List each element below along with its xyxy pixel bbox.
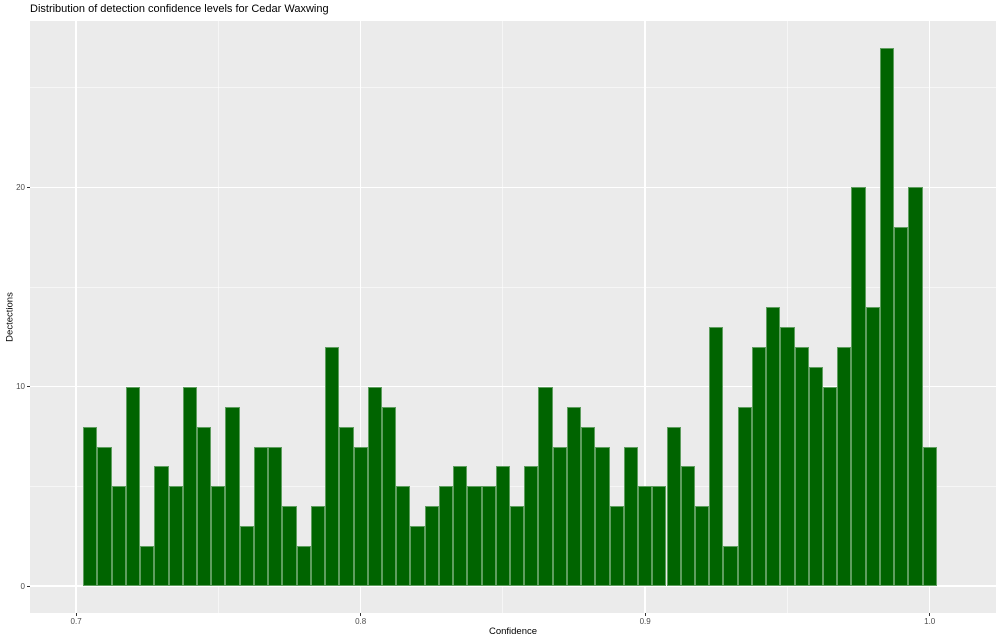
- histogram-bar: [780, 326, 795, 587]
- y-tick-mark: [27, 186, 30, 188]
- gridline-x-minor: [786, 21, 788, 613]
- x-tick-mark: [75, 613, 77, 616]
- x-tick-label: 0.7: [70, 617, 82, 626]
- gridline-x-minor: [502, 21, 504, 613]
- histogram-bar: [538, 386, 553, 587]
- histogram-bar: [97, 446, 112, 587]
- gridline-y-minor: [30, 485, 996, 487]
- histogram-bar: [481, 486, 496, 587]
- y-tick-mark: [27, 585, 30, 587]
- histogram-bar: [595, 446, 610, 587]
- histogram-bar: [438, 486, 454, 587]
- histogram-bar: [140, 546, 155, 587]
- x-axis-title: Confidence: [488, 626, 538, 637]
- histogram-bar: [751, 346, 767, 587]
- histogram-bar: [111, 486, 126, 587]
- x-tick-label: 1.0: [924, 617, 936, 626]
- histogram-bar: [652, 486, 667, 587]
- y-tick-label: 20: [16, 182, 25, 192]
- histogram-bar: [325, 346, 340, 587]
- x-tick-mark: [360, 613, 362, 616]
- histogram-bar: [353, 446, 368, 587]
- histogram-bar: [723, 546, 738, 587]
- histogram-bar: [381, 406, 397, 587]
- gridline-x-major: [75, 21, 77, 613]
- histogram-bar: [623, 446, 639, 587]
- y-tick-mark: [27, 386, 30, 388]
- histogram-bar: [253, 446, 269, 587]
- x-tick-label: 0.9: [639, 617, 651, 626]
- histogram-bar: [168, 486, 183, 587]
- gridline-y-minor: [30, 286, 996, 288]
- histogram-bar: [367, 386, 382, 587]
- histogram-bar: [424, 506, 439, 587]
- histogram-bar: [851, 187, 866, 587]
- histogram-bar: [837, 346, 852, 587]
- histogram-bar: [268, 446, 283, 587]
- y-axis-title: Dectections: [4, 292, 16, 342]
- histogram-bar: [310, 506, 326, 587]
- histogram-bar: [552, 446, 567, 587]
- histogram-bar: [467, 486, 482, 587]
- histogram-bar: [524, 466, 539, 587]
- histogram-bar: [453, 466, 468, 587]
- histogram-bar: [581, 426, 596, 587]
- histogram-bar: [638, 486, 653, 587]
- histogram-bar: [154, 466, 169, 587]
- histogram-bar: [737, 406, 752, 587]
- histogram-bar: [125, 386, 141, 587]
- y-tick-label: 10: [16, 382, 25, 392]
- gridline-x-major: [929, 21, 931, 613]
- x-tick-label: 0.8: [355, 617, 367, 626]
- gridline-x-major: [359, 21, 362, 613]
- histogram-bar: [908, 187, 923, 587]
- gridline-y-minor: [30, 87, 996, 89]
- histogram-bar: [766, 307, 781, 587]
- histogram-bar: [709, 326, 724, 587]
- histogram-bar: [211, 486, 226, 587]
- x-tick-mark: [644, 613, 646, 616]
- histogram-bar: [282, 506, 297, 587]
- y-tick-label: 0: [20, 581, 25, 591]
- histogram-bar: [694, 506, 710, 587]
- histogram-bar: [510, 506, 525, 587]
- histogram-bar: [225, 406, 240, 587]
- gridline-y-major: [30, 585, 996, 587]
- histogram-bar: [410, 526, 425, 587]
- histogram-bar: [894, 227, 909, 587]
- histogram-bar: [182, 386, 197, 587]
- histogram-bar: [865, 307, 880, 587]
- histogram-bar: [566, 406, 582, 587]
- histogram-bar: [83, 426, 98, 587]
- histogram-bar: [296, 546, 311, 587]
- gridline-y-major: [30, 186, 996, 189]
- histogram-bar: [922, 446, 937, 587]
- gridline-x-minor: [217, 21, 219, 613]
- histogram-bar: [666, 426, 681, 587]
- histogram-bar: [794, 346, 809, 587]
- histogram-bar: [197, 426, 212, 587]
- histogram-bar: [339, 426, 354, 587]
- histogram-bar: [879, 47, 895, 587]
- x-tick-mark: [929, 613, 931, 616]
- histogram-bar: [495, 466, 510, 587]
- histogram-bar: [396, 486, 411, 587]
- plot-panel: [30, 21, 996, 613]
- gridline-x-major: [644, 21, 646, 613]
- histogram-bar: [680, 466, 695, 587]
- chart-title: Distribution of detection confidence lev…: [30, 3, 329, 15]
- histogram-bar: [609, 506, 624, 587]
- histogram-bar: [239, 526, 254, 587]
- histogram-bar: [808, 366, 823, 587]
- gridline-y-major: [30, 386, 996, 388]
- histogram-bar: [823, 386, 838, 587]
